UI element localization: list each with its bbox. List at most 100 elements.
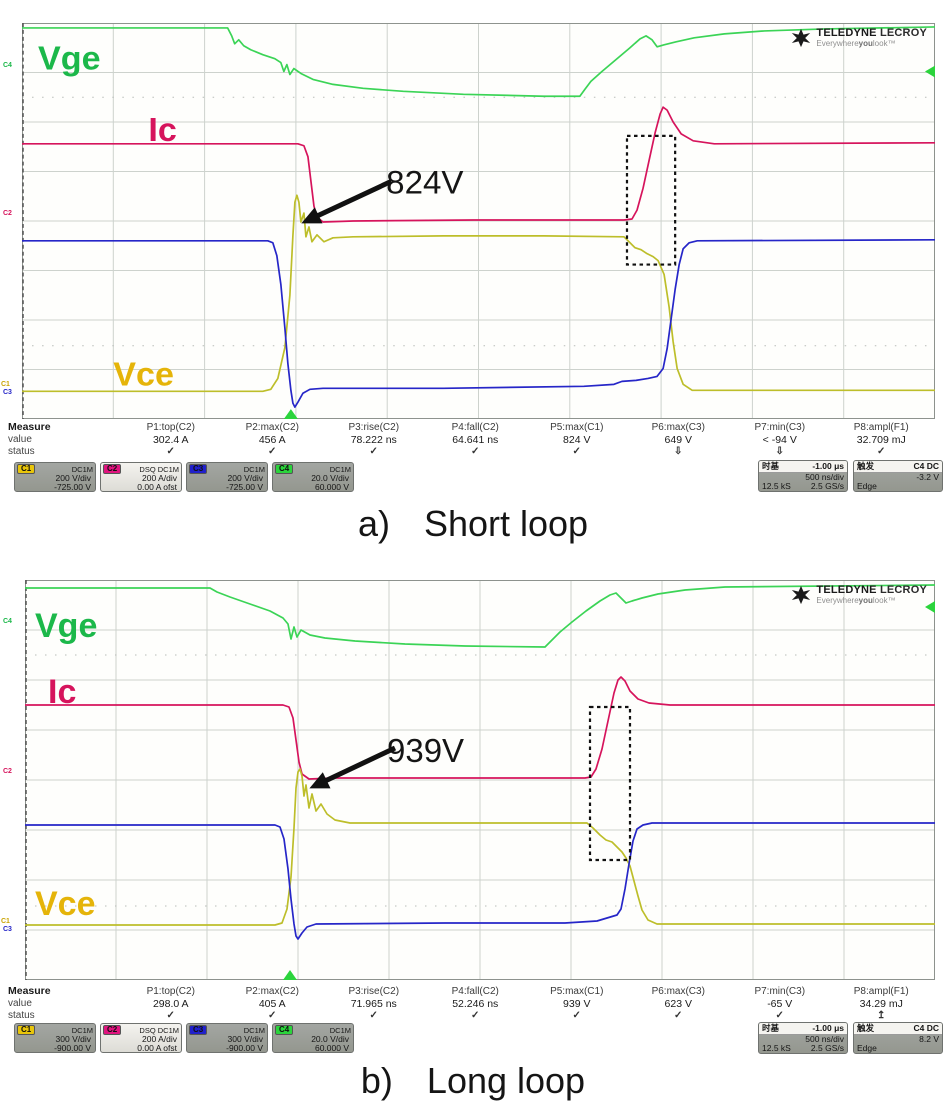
channel-descriptor-c1[interactable]: C1 DC1M 300 V/div -900.00 V xyxy=(14,1023,96,1053)
timebase-samples: 12.5 kS xyxy=(762,481,791,491)
measure-column[interactable]: P2:max(C2) 456 A ✓ xyxy=(245,422,299,457)
channel-scale: 200 V/div xyxy=(227,473,263,483)
trace-label-ic: Ic xyxy=(148,111,176,149)
measure-column[interactable]: P7:min(C3) -65 V ✓ xyxy=(754,986,806,1021)
trigger-box[interactable]: 触发 C4 DC 8.2 V Edge xyxy=(853,1022,943,1054)
channel-marker-c2[interactable]: C2 xyxy=(3,768,12,775)
logo-brand-rest: LECROY xyxy=(879,584,927,596)
trigger-level: -3.2 V xyxy=(916,472,939,482)
channel-descriptor-c4[interactable]: C4 DC1M 20.0 V/div 60.000 V xyxy=(272,1023,354,1053)
measure-column[interactable]: P6:max(C3) 649 V ⇩ xyxy=(651,422,705,457)
trigger-box[interactable]: 触发 C4 DC -3.2 V Edge xyxy=(853,460,943,492)
measure-column[interactable]: P8:ampl(F1) 34.29 mJ ↥ xyxy=(853,986,909,1021)
trigger-position-marker[interactable] xyxy=(283,970,297,980)
waveform-svg: Vge Ic Vce 939V xyxy=(25,580,935,980)
channel-descriptor-c1[interactable]: C1 DC1M 200 V/div -725.00 V xyxy=(14,462,96,492)
waveform-svg: Vge Ic Vce 824V xyxy=(22,23,935,419)
channel-offset: 60.000 V xyxy=(314,482,349,492)
channel-tag-c4: C4 xyxy=(275,1025,294,1035)
waveform-display[interactable]: Vge Ic Vce 824V TELEDYNE LECROY Everywherey… xyxy=(1,23,935,419)
channel-marker-c1[interactable]: C1 xyxy=(1,381,10,388)
channel-descriptor-row: C1 DC1M 300 V/div -900.00 V C2 DSQ DC1M 200 A/… xyxy=(14,1023,354,1053)
channel-offset: -725.00 V xyxy=(226,482,263,492)
measure-column[interactable]: P3:rise(C2) 71.965 ns ✓ xyxy=(348,986,400,1021)
measure-row-labels: Measure value status xyxy=(8,421,51,457)
channel-coupling: DC1M xyxy=(243,464,265,474)
channel-offset: 0.00 A ofst xyxy=(137,482,177,492)
trigger-position-marker[interactable] xyxy=(283,409,298,419)
measure-column[interactable]: P4:fall(C2) 64.641 ns ✓ xyxy=(451,422,499,457)
channel-marker-c4[interactable]: C4 xyxy=(3,618,12,625)
teledyne-lecroy-logo: TELEDYNE LECROY Everywhereyoulook™ xyxy=(791,27,927,48)
trace-Vdc-C3 xyxy=(25,822,935,940)
measure-column[interactable]: P4:fall(C2) 52.246 ns ✓ xyxy=(451,986,499,1021)
channel-descriptor-row: C1 DC1M 200 V/div -725.00 V C2 DSQ DC1M 200 A/… xyxy=(14,462,354,492)
channel-coupling: DC1M xyxy=(71,1025,93,1035)
trace-Ic-C2 xyxy=(25,676,935,780)
channel-scale: 200 A/div xyxy=(142,473,177,483)
channel-marker-c4[interactable]: C4 xyxy=(3,62,12,69)
teledyne-lecroy-logo: TELEDYNE LECROY Everywhereyoulook™ xyxy=(791,584,927,605)
trace-Vge-C4 xyxy=(22,26,935,98)
channel-descriptor-c3[interactable]: C3 DC1M 200 V/div -725.00 V xyxy=(186,462,268,492)
timebase-offset: -1.00 μs xyxy=(812,461,844,471)
annotation-arrowhead xyxy=(301,207,323,224)
channel-marker-c1[interactable]: C1 xyxy=(1,918,10,925)
dashed-highlight-box xyxy=(625,134,677,266)
channel-tag-c2: C2 xyxy=(103,464,122,474)
channel-tag-c3: C3 xyxy=(189,1025,208,1035)
channel-scale: 300 V/div xyxy=(55,1034,91,1044)
timebase-title: 时基 xyxy=(762,1023,780,1033)
channel-marker-c3[interactable]: C3 xyxy=(3,389,12,396)
logo-tagline: Everywhereyoulook™ xyxy=(816,39,896,48)
channel-descriptor-c2[interactable]: C2 DSQ DC1M 200 A/div 0.00 A ofst xyxy=(100,1023,182,1053)
peak-voltage-annotation: 939V xyxy=(387,732,464,769)
measure-column[interactable]: P6:max(C3) 623 V ✓ xyxy=(651,986,705,1021)
peak-voltage-annotation: 824V xyxy=(386,163,463,200)
channel-tag-c4: C4 xyxy=(275,464,294,474)
measure-table: Measure value status P1:top(C2) 302.4 A ✓ P… xyxy=(0,421,946,458)
timebase-rate: 2.5 GS/s xyxy=(810,1043,844,1053)
lecroy-star-icon xyxy=(792,28,811,47)
trigger-mode: Edge xyxy=(857,1043,877,1053)
measure-column[interactable]: P5:max(C1) 939 V ✓ xyxy=(550,986,604,1021)
timebase-title: 时基 xyxy=(762,461,780,471)
trace-label-vge: Vge xyxy=(35,607,97,645)
channel-scale: 20.0 V/div xyxy=(311,473,349,483)
channel-marker-c3[interactable]: C3 xyxy=(3,926,12,933)
channel-descriptor-c3[interactable]: C3 DC1M 300 V/div -900.00 V xyxy=(186,1023,268,1053)
channel-marker-c2[interactable]: C2 xyxy=(3,210,12,217)
measure-column[interactable]: P1:top(C2) 302.4 A ✓ xyxy=(146,422,195,457)
channel-descriptor-c4[interactable]: C4 DC1M 20.0 V/div 60.000 V xyxy=(272,462,354,492)
logo-brand-bold: TELEDYNE xyxy=(816,584,877,596)
trigger-mode: Edge xyxy=(857,481,877,491)
waveform-display[interactable]: Vge Ic Vce 939V TELEDYNE LECROY Everywherey… xyxy=(1,580,935,980)
timebase-trigger-row: 时基 -1.00 μs 500 ns/div 12.5 kS 2.5 GS/s 触发… xyxy=(758,460,943,492)
measure-column[interactable]: P3:rise(C2) 78.222 ns ✓ xyxy=(348,422,400,457)
trigger-level-marker[interactable] xyxy=(924,65,935,78)
channel-offset: -900.00 V xyxy=(226,1043,263,1053)
channel-tag-c2: C2 xyxy=(103,1025,122,1035)
measure-column[interactable]: P2:max(C2) 405 A ✓ xyxy=(245,986,299,1021)
oscilloscope-capture-b: Vge Ic Vce 939V TELEDYNE LECROY Everywherey… xyxy=(0,565,946,1116)
timebase-box[interactable]: 时基 -1.00 μs 500 ns/div 12.5 kS 2.5 GS/s xyxy=(758,460,848,492)
channel-offset: 60.000 V xyxy=(314,1043,349,1053)
lecroy-star-icon xyxy=(792,585,811,604)
measure-column[interactable]: P8:ampl(F1) 32.709 mJ ✓ xyxy=(853,422,909,457)
measure-column[interactable]: P7:min(C3) < -94 V ⇩ xyxy=(754,422,806,457)
timebase-trigger-row: 时基 -1.00 μs 500 ns/div 12.5 kS 2.5 GS/s 触发… xyxy=(758,1022,943,1054)
timebase-box[interactable]: 时基 -1.00 μs 500 ns/div 12.5 kS 2.5 GS/s xyxy=(758,1022,848,1054)
trace-Vge-C4 xyxy=(25,584,935,648)
trigger-level-marker[interactable] xyxy=(925,601,935,613)
trace-label-vce: Vce xyxy=(35,885,96,923)
channel-offset: -900.00 V xyxy=(54,1043,91,1053)
channel-scale: 200 V/div xyxy=(55,473,91,483)
channel-scale: 20.0 V/div xyxy=(311,1034,349,1044)
measure-column[interactable]: P5:max(C1) 824 V ✓ xyxy=(550,422,604,457)
measure-column[interactable]: P1:top(C2) 298.0 A ✓ xyxy=(146,986,195,1021)
logo-brand-rest: LECROY xyxy=(879,27,927,39)
channel-offset: 0.00 A ofst xyxy=(137,1043,177,1053)
trigger-source: C4 DC xyxy=(913,1023,939,1033)
channel-descriptor-c2[interactable]: C2 DSQ DC1M 200 A/div 0.00 A ofst xyxy=(100,462,182,492)
channel-coupling: DC1M xyxy=(243,1025,265,1035)
